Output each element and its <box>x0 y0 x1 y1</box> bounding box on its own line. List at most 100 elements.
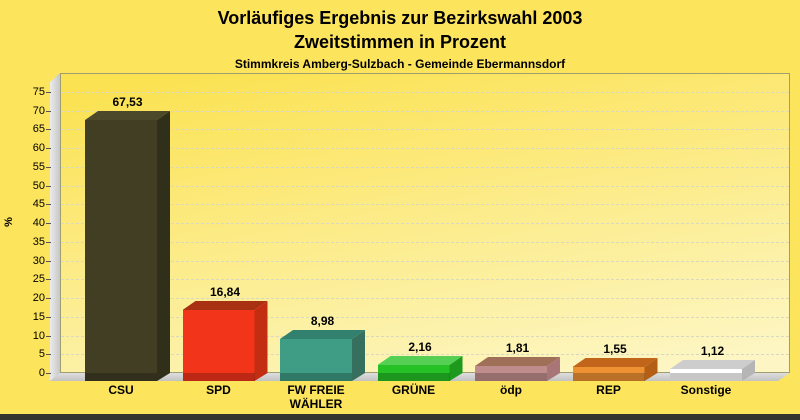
y-tick-mark <box>46 335 51 337</box>
bar-top-face <box>377 356 463 365</box>
y-tick-label: 40 <box>32 217 45 230</box>
bar-top-face <box>280 330 365 339</box>
y-axis-title: % <box>2 217 15 227</box>
bar-value-label: 1,12 <box>700 344 725 358</box>
y-tick-mark <box>46 204 51 206</box>
chart-title-line1: Vorläufiges Ergebnis zur Bezirkswahl 200… <box>217 8 583 28</box>
y-tick-label: 35 <box>32 235 45 248</box>
bar-foot-shade <box>280 373 352 381</box>
y-tick-label: 20 <box>32 292 45 305</box>
bar-side-face <box>157 111 170 381</box>
category-label: GRÜNE <box>391 383 436 397</box>
category-label: CSU <box>108 383 134 397</box>
bar-value-label: 2,16 <box>408 340 432 354</box>
bar-value-label: 1,55 <box>603 342 627 356</box>
y-tick-mark <box>46 279 51 281</box>
bar-front-face <box>280 339 352 381</box>
title-block: Vorläufiges Ergebnis zur Bezirkswahl 200… <box>0 6 800 72</box>
category-label: REP <box>596 383 621 397</box>
bar-front-face <box>377 365 450 381</box>
category-label: Sonstige <box>680 383 732 397</box>
gridline <box>61 354 789 356</box>
bar-value-label: 67,53 <box>112 95 143 109</box>
y-tick-label: 25 <box>32 273 45 286</box>
chart-subtitle: Stimmkreis Amberg-Sulzbach - Gemeinde Eb… <box>234 57 566 71</box>
y-tick-label: 15 <box>32 310 45 323</box>
bar-foot-shade <box>572 373 645 381</box>
bar-csu <box>85 111 170 381</box>
bar-spd <box>182 301 268 381</box>
bar-gruene <box>377 356 463 381</box>
bar-value-label: 8,98 <box>310 314 335 328</box>
gridline <box>61 185 789 187</box>
bar-sonstige <box>670 360 755 381</box>
y-tick-mark <box>46 223 51 225</box>
bar-front-face <box>182 310 255 381</box>
plot-area <box>60 73 790 373</box>
y-tick-mark <box>46 166 51 168</box>
y-tick-label: 45 <box>32 198 45 211</box>
bar-front-face <box>85 120 157 381</box>
bar-foot-shade <box>670 373 742 381</box>
y-tick-label: 10 <box>32 329 45 342</box>
chart-title-line2: Zweitstimmen in Prozent <box>293 32 507 52</box>
bottom-edge-bar <box>0 414 800 420</box>
bar-oedp <box>475 357 560 381</box>
y-tick-label: 65 <box>32 123 45 136</box>
bar-front-face <box>475 366 547 381</box>
bar-foot-shade <box>377 373 450 381</box>
category-label: FW FREIE WÄHLER <box>287 383 345 411</box>
category-label: ödp <box>500 383 522 397</box>
bar-top-face <box>85 111 170 120</box>
gridline <box>61 166 789 168</box>
y-tick-mark <box>46 316 51 318</box>
y-tick-mark <box>46 241 51 243</box>
bar-value-label: 1,81 <box>505 341 530 355</box>
bar-top-face <box>475 357 560 366</box>
bar-side-face <box>254 301 268 381</box>
gridline <box>61 279 789 281</box>
gridline <box>61 335 789 337</box>
gridline <box>61 298 789 300</box>
y-tick-mark <box>46 260 51 262</box>
bar-side-face <box>352 330 365 381</box>
y-tick-mark <box>46 92 51 93</box>
gridline <box>61 241 789 243</box>
y-tick-mark <box>46 354 51 356</box>
bar-value-label: 16,84 <box>209 285 241 299</box>
plot-left-wall <box>50 73 60 381</box>
bar-front-face <box>572 367 645 381</box>
y-tick-mark <box>46 298 51 300</box>
y-tick-label: 5 <box>38 348 45 361</box>
gridline <box>61 204 789 206</box>
y-tick-label: 75 <box>32 86 45 98</box>
bar-top-face <box>572 358 658 367</box>
bar-foot-shade <box>182 373 255 381</box>
gridline <box>61 148 789 150</box>
gridline <box>61 223 789 225</box>
y-tick-label: 60 <box>32 142 45 155</box>
y-tick-mark <box>46 129 51 131</box>
gridline <box>61 129 789 131</box>
y-tick-label: 0 <box>38 367 45 379</box>
bar-front-face <box>670 369 742 381</box>
y-tick-label: 70 <box>32 104 45 117</box>
bar-foot-shade <box>475 373 547 381</box>
y-tick-mark <box>46 373 51 374</box>
bar-top-face <box>670 360 755 369</box>
bar-fw <box>280 330 365 381</box>
gridline <box>61 260 789 262</box>
y-tick-label: 55 <box>32 160 45 173</box>
y-tick-label: 50 <box>32 179 45 192</box>
gridline <box>61 110 789 112</box>
y-tick-label: 30 <box>32 254 45 267</box>
y-tick-mark <box>46 110 51 112</box>
gridline <box>61 316 789 318</box>
gridline <box>61 92 789 93</box>
category-label: SPD <box>206 383 231 397</box>
y-tick-mark <box>46 185 51 187</box>
y-tick-mark <box>46 148 51 150</box>
bar-foot-shade <box>85 373 157 381</box>
